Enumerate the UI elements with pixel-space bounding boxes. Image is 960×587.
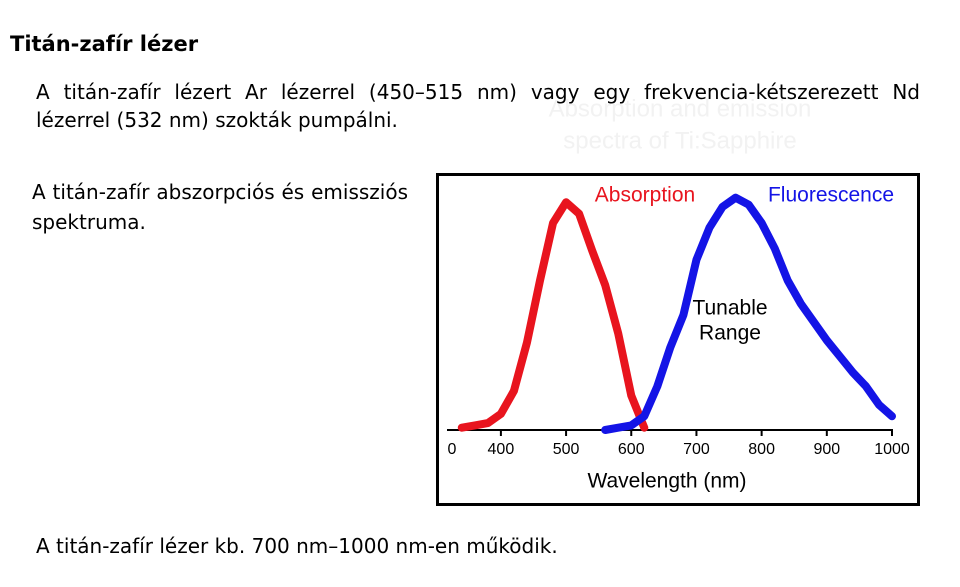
legend-label: Fluorescence (768, 184, 894, 207)
caption: A titán-zafír abszorpciós és emissziós s… (32, 180, 408, 234)
x-tick-label: 400 (488, 441, 515, 458)
x-tick-label: 500 (553, 441, 580, 458)
ghost-title: spectra of Ti:Sapphire (563, 127, 796, 154)
x-tick-label: 1000 (874, 441, 910, 458)
paragraph: A titán-zafír lézer kb. 700 nm–1000 nm-e… (36, 534, 558, 558)
ghost-title: Absorption and emission (549, 95, 812, 122)
x-axis-label: Wavelength (nm) (587, 470, 746, 493)
annotation: Range (699, 322, 761, 345)
x-tick-label: 900 (813, 441, 840, 458)
x-tick-label: 800 (748, 441, 775, 458)
title: Titán-zafír lézer (10, 32, 199, 56)
paragraph: A titán-zafír lézert Ar lézerrel (450–51… (36, 80, 920, 132)
series-line (457, 198, 649, 432)
legend-label: Absorption (595, 184, 695, 207)
x-origin-label: 0 (448, 441, 457, 458)
chart-frame (436, 173, 920, 506)
series-line (601, 193, 896, 434)
annotation: Tunable (692, 297, 767, 320)
x-tick-label: 600 (618, 441, 645, 458)
x-tick-label: 700 (683, 441, 710, 458)
